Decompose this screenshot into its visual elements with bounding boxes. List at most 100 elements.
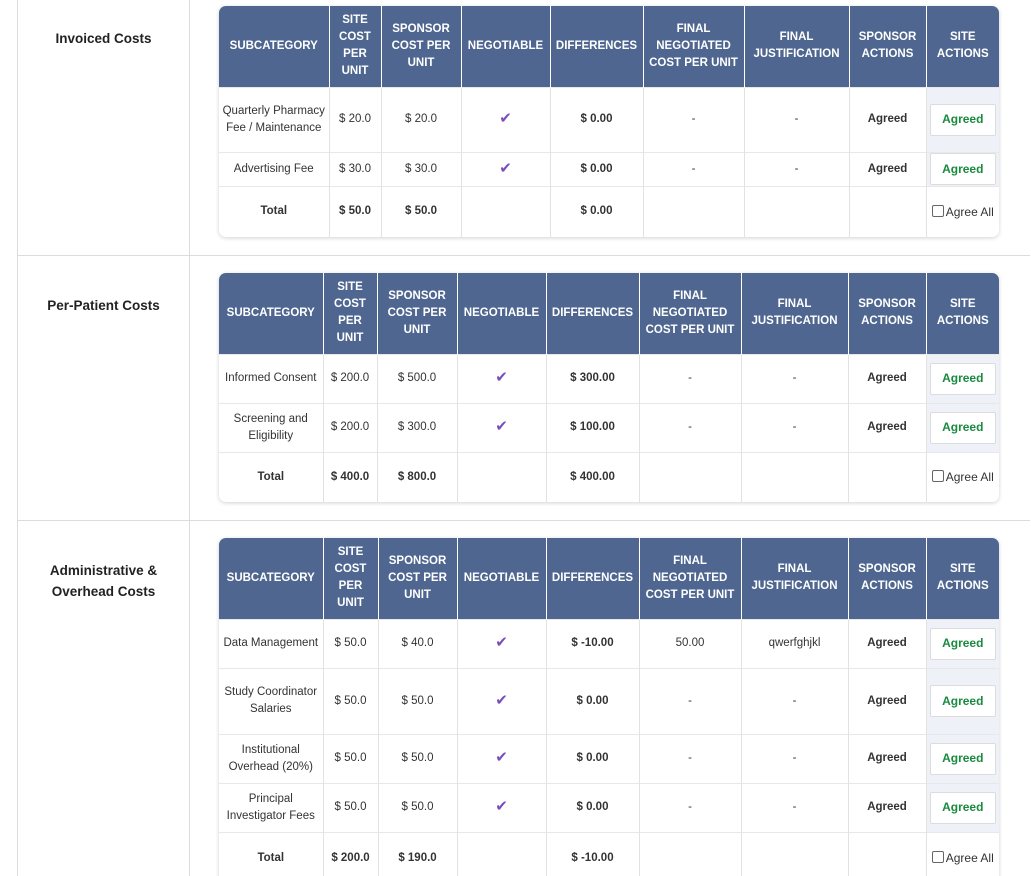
negotiable-cell: ✔ — [457, 402, 547, 452]
header-negotiable: Negotiable — [457, 538, 547, 619]
negotiable-cell: ✔ — [457, 353, 547, 403]
header-sponsor-cost: Sponsor Cost Per Unit — [378, 538, 458, 619]
header-site-actions: Site Actions — [926, 6, 999, 87]
final-cost-cell: 50.00 — [639, 618, 742, 668]
sponsor-action-status: Agreed — [848, 618, 927, 668]
total-label: Total — [219, 185, 330, 237]
total-row: Total $ 50.0 $ 50.0 $ 0.00 Agree All — [219, 185, 999, 237]
category-column: Invoiced Costs — [18, 0, 190, 255]
total-justification-empty — [744, 185, 850, 237]
table-row: Data Management $ 50.0 $ 40.0 ✔ $ -10.00… — [219, 618, 999, 668]
total-difference: $ 400.00 — [546, 451, 640, 502]
negotiable-cell: ✔ — [457, 782, 547, 832]
sponsor-action-status: Agreed — [848, 353, 927, 403]
site-agreed-button[interactable]: Agreed — [929, 411, 996, 444]
check-icon: ✔ — [495, 418, 508, 435]
site-agreed-button[interactable]: Agreed — [929, 362, 996, 395]
final-cost-cell: - — [643, 151, 745, 186]
site-cost-cell: $ 200.0 — [323, 353, 378, 403]
sponsor-cost-cell: $ 300.0 — [377, 402, 458, 452]
cost-table: Subcategory Site Cost Per Unit Sponsor C… — [219, 273, 999, 502]
site-cost-cell: $ 50.0 — [323, 667, 379, 734]
site-agreed-button[interactable]: Agreed — [929, 742, 996, 775]
difference-cell: $ 0.00 — [550, 86, 644, 152]
checkbox-icon[interactable] — [931, 470, 944, 483]
site-agreed-button[interactable]: Agreed — [929, 791, 996, 824]
check-icon: ✔ — [499, 110, 512, 127]
final-cost-cell: - — [643, 86, 745, 152]
category-title: Invoiced Costs — [55, 31, 152, 46]
category-column: Administrative & Overhead Costs — [18, 521, 190, 876]
header-sponsor-actions: Sponsor Actions — [849, 6, 927, 87]
header-negotiable: Negotiable — [457, 273, 547, 354]
check-icon: ✔ — [495, 798, 508, 815]
site-agreed-button[interactable]: Agreed — [929, 103, 996, 136]
agree-all-checkbox[interactable]: Agree All — [930, 204, 997, 220]
sponsor-cost-cell: $ 50.0 — [378, 733, 458, 783]
sponsor-action-status: Agreed — [848, 402, 927, 452]
total-difference: $ 0.00 — [550, 185, 644, 237]
subcategory-cell: Screening and Eligibility — [219, 402, 324, 452]
negotiable-cell: ✔ — [457, 667, 547, 734]
checkbox-icon[interactable] — [931, 851, 944, 864]
header-sponsor-actions: Sponsor Actions — [848, 538, 927, 619]
final-cost-cell: - — [639, 353, 742, 403]
check-icon: ✔ — [495, 369, 508, 386]
header-site-actions: Site Actions — [926, 273, 999, 354]
header-sponsor-cost: Sponsor Cost Per Unit — [381, 6, 462, 87]
header-differences: Differences — [546, 538, 640, 619]
total-sponsor-cost: $ 190.0 — [378, 831, 458, 876]
cost-table: Subcategory Site Cost Per Unit Sponsor C… — [219, 6, 999, 237]
cost-table-card: Subcategory Site Cost Per Unit Sponsor C… — [219, 6, 999, 237]
table-row: Study Coordinator Salaries $ 50.0 $ 50.0… — [219, 667, 999, 734]
header-final-justification: Final Justification — [744, 6, 850, 87]
total-negotiable-empty — [457, 451, 547, 502]
site-cost-cell: $ 20.0 — [329, 86, 382, 152]
site-action-cell: Agreed — [926, 618, 999, 668]
site-agreed-button[interactable]: Agreed — [929, 685, 996, 717]
site-action-cell: Agreed — [926, 402, 999, 452]
agree-all-cell: Agree All — [926, 185, 999, 237]
site-cost-cell: $ 50.0 — [323, 733, 379, 783]
total-site-cost: $ 400.0 — [323, 451, 378, 502]
total-sponsor-cost: $ 50.0 — [381, 185, 462, 237]
total-sponsor-cost: $ 800.0 — [377, 451, 458, 502]
negotiable-cell: ✔ — [457, 618, 547, 668]
site-action-cell: Agreed — [926, 86, 999, 152]
justification-cell: - — [741, 782, 849, 832]
total-row: Total $ 400.0 $ 800.0 $ 400.00 Agree All — [219, 451, 999, 502]
agree-all-checkbox[interactable]: Agree All — [930, 850, 997, 866]
category-title: Administrative & Overhead Costs — [49, 563, 158, 599]
table-row: Informed Consent $ 200.0 $ 500.0 ✔ $ 300… — [219, 353, 999, 403]
site-cost-cell: $ 200.0 — [323, 402, 378, 452]
agree-all-checkbox[interactable]: Agree All — [930, 469, 997, 485]
site-agreed-button[interactable]: Agreed — [929, 153, 996, 185]
difference-cell: $ 0.00 — [546, 667, 640, 734]
justification-cell: - — [741, 402, 849, 452]
table-row: Principal Investigator Fees $ 50.0 $ 50.… — [219, 782, 999, 832]
total-label: Total — [219, 451, 324, 502]
final-cost-cell: - — [639, 402, 742, 452]
table-row: Advertising Fee $ 30.0 $ 30.0 ✔ $ 0.00 -… — [219, 151, 999, 186]
subcategory-cell: Principal Investigator Fees — [219, 782, 324, 832]
cost-table: Subcategory Site Cost Per Unit Sponsor C… — [219, 538, 999, 876]
checkbox-icon[interactable] — [931, 204, 944, 217]
site-action-cell: Agreed — [926, 733, 999, 783]
sponsor-cost-cell: $ 20.0 — [381, 86, 462, 152]
negotiable-cell: ✔ — [461, 86, 551, 152]
negotiable-cell: ✔ — [457, 733, 547, 783]
header-final-cost: Final Negotiated Cost Per Unit — [639, 538, 742, 619]
difference-cell: $ 0.00 — [550, 151, 644, 186]
agree-all-cell: Agree All — [926, 451, 999, 502]
difference-cell: $ 0.00 — [546, 782, 640, 832]
table-row: Screening and Eligibility $ 200.0 $ 300.… — [219, 402, 999, 452]
sponsor-cost-cell: $ 500.0 — [377, 353, 458, 403]
category-title: Per-Patient Costs — [47, 298, 160, 313]
table-header-row: Subcategory Site Cost Per Unit Sponsor C… — [219, 538, 999, 619]
header-sponsor-cost: Sponsor Cost Per Unit — [377, 273, 458, 354]
agree-all-cell: Agree All — [926, 831, 999, 876]
total-final-cost-empty — [639, 831, 742, 876]
agree-all-label: Agree All — [945, 470, 994, 485]
site-agreed-button[interactable]: Agreed — [929, 627, 996, 660]
total-site-cost: $ 50.0 — [329, 185, 382, 237]
